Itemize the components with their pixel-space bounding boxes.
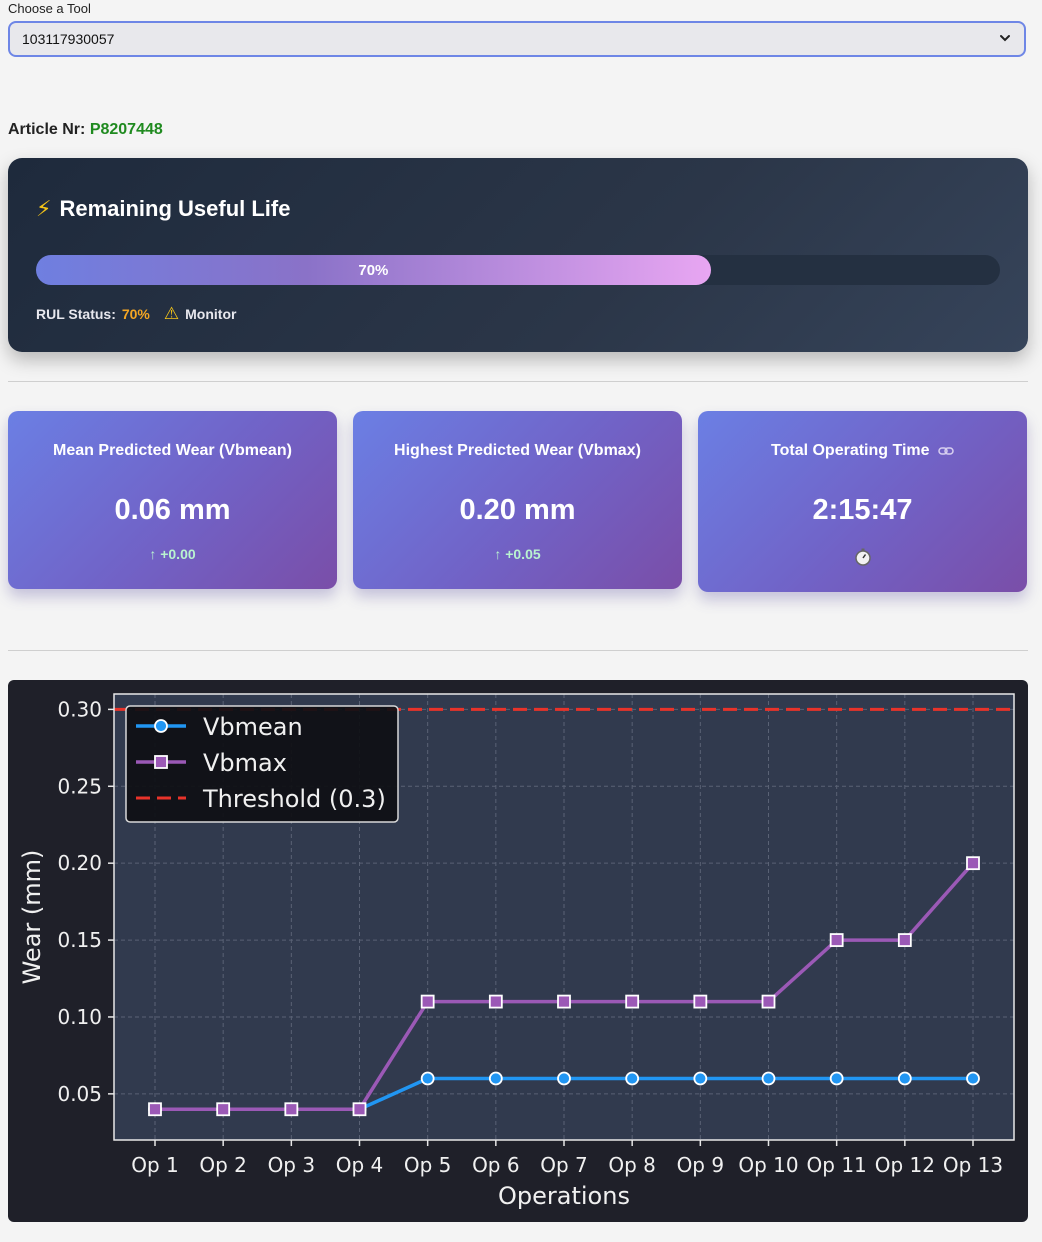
rul-status-value: 70% [121, 306, 150, 322]
wear-chart-svg: 0.05 0.10 0.15 0.20 0.25 0.30 Op 1 Op 2 Op 3 Op 4… [18, 693, 1015, 1210]
y-tick-label: 0.05 [57, 1082, 102, 1106]
x-tick-label: Op 2 [199, 1153, 247, 1177]
article-value: P8207448 [89, 121, 163, 138]
x-tick-label: Op 11 [807, 1153, 867, 1177]
data-point-vbmean [829, 1071, 844, 1086]
rul-progress-label: 70% [358, 261, 389, 279]
legend-label: Threshold (0.3) [202, 785, 386, 813]
data-point-vbmax [488, 994, 503, 1009]
rul-progress-track: 70% [36, 255, 1000, 285]
x-tick-label: Op 1 [131, 1153, 179, 1177]
metric-card-vbmean: Mean Predicted Wear (Vbmean) 0.06 mm ↑ +… [8, 411, 337, 589]
metric-card-operating-time: Total Operating Time 2:15:47 [698, 411, 1027, 592]
x-tick-label: Op 5 [404, 1153, 452, 1177]
legend-marker [154, 719, 168, 733]
data-point-vbmean [761, 1071, 776, 1086]
rul-title-text: Remaining Useful Life [59, 196, 291, 221]
data-point-vbmax [897, 933, 912, 947]
y-axis-label: Wear (mm) [18, 850, 46, 985]
article-number: Article Nr: P8207448 [8, 121, 163, 139]
metric-title: Total Operating Time [698, 442, 1027, 460]
metric-value: 0.20 mm [459, 494, 576, 526]
data-point-vbmax [625, 994, 640, 1009]
data-point-vbmean [625, 1071, 640, 1086]
metric-title-text: Total Operating Time [771, 442, 930, 459]
rul-status: RUL Status: 70% ⚠ Monitor [36, 304, 236, 324]
rul-progress-fill: 70% [36, 255, 711, 285]
data-point-vbmean [420, 1071, 435, 1086]
data-point-vbmax [693, 994, 708, 1009]
x-tick-label: Op 3 [268, 1153, 316, 1177]
x-tick-label: Op 9 [677, 1153, 725, 1177]
data-point-vbmean [488, 1071, 503, 1086]
link-icon[interactable] [938, 446, 954, 456]
metric-delta: ↑ +0.05 [494, 546, 541, 562]
divider [8, 381, 1028, 382]
legend-box [125, 705, 399, 823]
data-point-vbmax [966, 856, 980, 871]
divider [8, 650, 1028, 651]
chevron-down-icon [1000, 35, 1010, 42]
data-point-vbmax [420, 994, 435, 1009]
rul-status-text: Monitor [185, 306, 237, 322]
data-point-vbmax [216, 1102, 231, 1117]
data-point-vbmax [761, 994, 776, 1009]
data-point-vbmean [557, 1071, 571, 1086]
data-point-vbmax [557, 994, 571, 1009]
data-point-vbmax [352, 1102, 367, 1117]
metric-card-vbmax: Highest Predicted Wear (Vbmax) 0.20 mm ↑… [353, 411, 682, 589]
x-tick-label: Op 4 [336, 1153, 384, 1177]
data-point-vbmax [148, 1102, 162, 1117]
y-tick-label: 0.15 [57, 928, 102, 952]
data-point-vbmean [693, 1071, 708, 1086]
metric-delta: ↑ +0.00 [149, 546, 196, 562]
data-point-vbmax [284, 1102, 299, 1117]
x-tick-label: Op 10 [738, 1153, 798, 1177]
warning-icon: ⚠ [163, 304, 180, 323]
lightning-icon: ⚡ [36, 196, 52, 221]
metric-value: 0.06 mm [114, 494, 231, 526]
y-tick-label: 0.30 [57, 697, 102, 721]
legend-label: Vbmean [203, 713, 303, 741]
legend-marker [154, 755, 168, 769]
article-label: Article Nr: [8, 121, 86, 138]
rul-card: ⚡ Remaining Useful Life 70% RUL Status: … [8, 158, 1028, 352]
metric-title: Mean Predicted Wear (Vbmean) [53, 442, 292, 459]
rul-status-label: RUL Status: [36, 306, 116, 322]
legend-label: Vbmax [203, 749, 287, 777]
x-tick-label: Op 12 [875, 1153, 935, 1177]
x-tick-label: Op 7 [540, 1153, 588, 1177]
tool-select[interactable]: 103117930057 [8, 21, 1026, 57]
tool-select-label: Choose a Tool [8, 1, 91, 16]
y-tick-label: 0.20 [57, 851, 102, 875]
y-tick-label: 0.25 [57, 774, 102, 798]
x-tick-label: Op 13 [943, 1153, 1003, 1177]
metric-value: 2:15:47 [812, 494, 913, 526]
plot-border [113, 693, 1015, 1141]
data-point-vbmean [966, 1071, 980, 1086]
x-tick-label: Op 6 [472, 1153, 520, 1177]
wear-chart: 0.05 0.10 0.15 0.20 0.25 0.30 Op 1 Op 2 Op 3 Op 4… [8, 680, 1028, 1222]
x-tick-label: Op 8 [608, 1153, 656, 1177]
data-point-vbmax [829, 933, 844, 947]
y-tick-label: 0.10 [57, 1005, 102, 1029]
x-axis-label: Operations [498, 1182, 630, 1210]
tool-select-value: 103117930057 [22, 31, 115, 47]
data-point-vbmean [897, 1071, 912, 1086]
metric-title: Highest Predicted Wear (Vbmax) [394, 442, 641, 459]
rul-title: ⚡ Remaining Useful Life [36, 196, 291, 222]
stopwatch-icon [698, 547, 1027, 570]
